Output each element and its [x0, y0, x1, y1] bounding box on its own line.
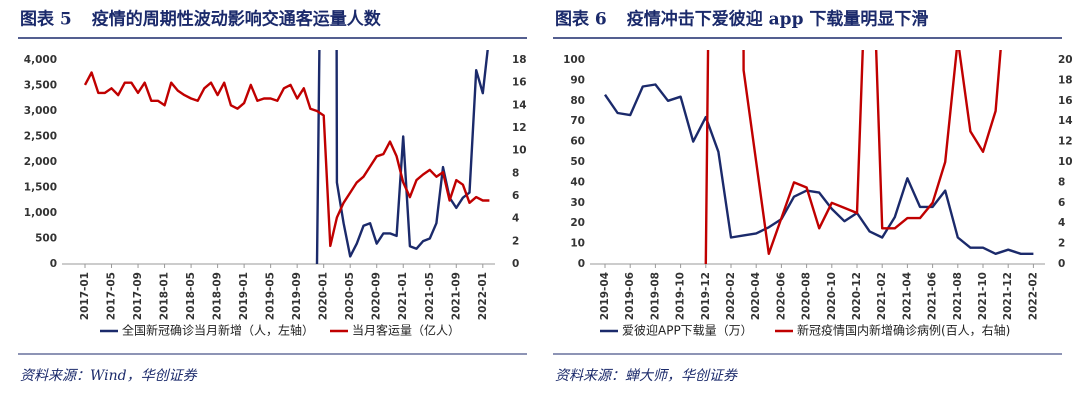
x-tick-label: 2020-05 [344, 272, 356, 320]
x-tick-label: 2018-05 [185, 272, 197, 320]
x-tick-label: 2019-01 [238, 272, 250, 320]
y2-tick-label: 6 [512, 190, 519, 202]
y-tick-label: 10 [570, 238, 585, 250]
source-note: 资料来源：蝉大师，华创证券 [555, 368, 738, 384]
y-tick-label: 70 [570, 115, 585, 127]
y2-tick-label: 16 [512, 77, 527, 89]
y-tick-label: 100 [563, 54, 585, 66]
y2-tick-label: 0 [512, 258, 519, 270]
x-tick-label: 2021-05 [424, 272, 436, 320]
x-tick-label: 2020-04 [750, 272, 762, 320]
series-line [83, 71, 490, 248]
x-tick-label: 2018-09 [212, 272, 224, 320]
y2-tick-label: 18 [512, 54, 527, 66]
y2-tick-label: 4 [512, 213, 519, 225]
x-tick-label: 2017-09 [132, 272, 144, 320]
x-tick-label: 2019-12 [700, 272, 712, 320]
x-tick-label: 2017-01 [79, 272, 91, 320]
y2-tick-label: 10 [1058, 156, 1073, 168]
y2-tick-label: 2 [512, 235, 519, 247]
x-tick-label: 2019-04 [599, 272, 611, 320]
y-tick-label: 3,500 [24, 80, 57, 92]
x-tick-label: 2021-06 [927, 272, 939, 320]
x-tick-label: 2020-12 [851, 272, 863, 320]
x-tick-label: 2020-06 [775, 272, 787, 320]
y-tick-label: 20 [570, 217, 585, 229]
y2-tick-label: 14 [512, 99, 527, 111]
series-line [604, 83, 1034, 255]
x-tick-label: 2017-05 [106, 272, 118, 320]
x-tick-label: 2019-06 [624, 272, 636, 320]
x-tick-label: 2019-05 [265, 272, 277, 320]
x-tick-label: 2019-08 [649, 272, 661, 320]
y-tick-label: 1,500 [24, 182, 57, 194]
y-tick-label: 60 [570, 136, 585, 148]
y2-tick-label: 18 [1058, 74, 1073, 86]
x-tick-label: 2020-08 [801, 272, 813, 320]
plot-area [83, 50, 490, 265]
x-tick-label: 2021-09 [450, 272, 462, 320]
y-tick-label: 40 [570, 176, 585, 188]
legend-label: 新冠疫情国内新增确诊病例(百人，右轴) [797, 323, 1010, 338]
series-line [315, 50, 489, 265]
x-tick-label: 2021-04 [901, 272, 913, 320]
y-tick-label: 80 [570, 95, 585, 107]
y-tick-label: 500 [35, 233, 57, 245]
chart-title: 疫情的周期性波动影响交通客运量人数 [92, 9, 382, 30]
y2-tick-label: 2 [1058, 238, 1065, 250]
y-tick-label: 3,000 [24, 105, 57, 117]
y2-tick-label: 6 [1058, 197, 1065, 209]
x-tick-label: 2021-12 [1002, 272, 1014, 320]
x-tick-label: 2021-10 [977, 272, 989, 320]
x-tick-label: 2019-09 [291, 272, 303, 320]
y2-tick-label: 0 [1058, 258, 1065, 270]
legend-label: 爱彼迎APP下载量（万） [622, 324, 753, 338]
x-tick-label: 2022-02 [1027, 272, 1039, 320]
y-tick-label: 50 [570, 156, 585, 168]
x-tick-label: 2022-01 [477, 272, 489, 320]
y2-tick-label: 4 [1058, 217, 1065, 229]
source-note: 资料来源：Wind，华创证券 [20, 368, 198, 384]
y-tick-label: 2,000 [24, 156, 57, 168]
x-tick-label: 2020-02 [725, 272, 737, 320]
y-tick-label: 0 [578, 258, 585, 270]
y2-tick-label: 10 [512, 145, 527, 157]
y-tick-label: 90 [570, 74, 585, 86]
chart-title: 疫情冲击下爱彼迎 app 下载量明显下滑 [627, 9, 929, 30]
y-tick-label: 0 [50, 258, 57, 270]
y2-tick-label: 20 [1058, 54, 1073, 66]
y-tick-label: 1,000 [24, 207, 57, 219]
y2-tick-label: 8 [1058, 176, 1065, 188]
x-tick-label: 2021-08 [952, 272, 964, 320]
legend-label: 当月客运量（亿人） [352, 323, 460, 338]
y-tick-label: 2,500 [24, 131, 57, 143]
y-tick-label: 4,000 [24, 54, 57, 66]
figure-label: 图表 5 [20, 9, 72, 30]
y2-tick-label: 14 [1058, 115, 1073, 127]
plot-area [604, 50, 1034, 265]
x-tick-label: 2020-09 [371, 272, 383, 320]
series-line [704, 50, 1002, 265]
y2-tick-label: 16 [1058, 95, 1073, 107]
x-tick-label: 2020-10 [826, 272, 838, 320]
legend-label: 全国新冠确诊当月新增（人，左轴） [122, 323, 314, 338]
y-tick-label: 30 [570, 197, 585, 209]
y2-tick-label: 8 [512, 167, 519, 179]
x-tick-label: 2020-01 [318, 272, 330, 320]
figure-label: 图表 6 [555, 9, 607, 30]
x-tick-label: 2019-10 [675, 272, 687, 320]
x-tick-label: 2021-02 [876, 272, 888, 320]
y2-tick-label: 12 [1058, 136, 1073, 148]
y2-tick-label: 12 [512, 122, 527, 134]
x-tick-label: 2021-01 [397, 272, 409, 320]
x-tick-label: 2018-01 [159, 272, 171, 320]
